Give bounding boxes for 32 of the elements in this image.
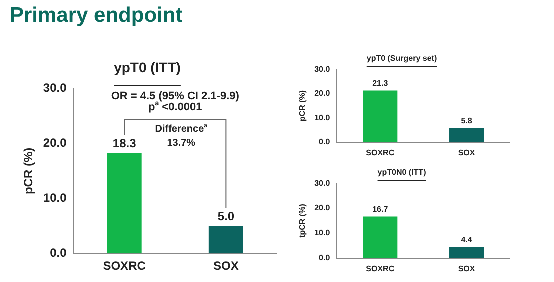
x-tick-label: SOX — [214, 259, 239, 274]
chart-subtitle: ypT0 (Surgery set) — [366, 54, 438, 64]
y-tick-label: 30.0 — [43, 81, 68, 96]
y-tick-label: 20.0 — [43, 136, 68, 150]
y-tick-label: 0.0 — [319, 254, 331, 263]
data-label: 16.7 — [372, 204, 389, 214]
data-label: 5.8 — [461, 116, 473, 126]
data-label: 18.3 — [112, 136, 137, 150]
x-tick-label: SOX — [458, 148, 476, 158]
y-tick-label: 20.0 — [314, 204, 331, 213]
x-tick-label: SOXRC — [366, 148, 395, 158]
x-tick-label: SOXRC — [103, 259, 146, 274]
y-tick-label: 10.0 — [314, 113, 331, 122]
annotation: OR = 4.5 (95% CI 2.1-9.9) — [111, 90, 240, 103]
chart-subtitle: ypT0 (ITT) — [114, 59, 181, 76]
y-axis-title: pCR (%) — [22, 148, 36, 195]
chart-subtitle: ypT0N0 (ITT) — [378, 168, 427, 178]
data-label: 4.4 — [461, 236, 473, 245]
data-label: 21.3 — [372, 78, 389, 88]
y-tick-label: 0.0 — [319, 138, 331, 147]
y-tick-label: 0.0 — [50, 246, 68, 260]
y-axis-title: pCR (%) — [298, 90, 308, 122]
x-tick-label: SOX — [458, 264, 476, 274]
y-tick-label: 10.0 — [314, 228, 331, 238]
y-tick-label: 30.0 — [314, 64, 331, 74]
y-tick-label: 30.0 — [314, 178, 331, 188]
chart-title: Primary endpoint — [10, 4, 183, 28]
y-tick-label: 10.0 — [43, 190, 68, 205]
y-tick-label: 20.0 — [314, 89, 331, 98]
y-axis-title: tpCR (%) — [298, 204, 308, 238]
x-tick-label: SOXRC — [366, 264, 395, 274]
data-label: 5.0 — [218, 209, 235, 224]
